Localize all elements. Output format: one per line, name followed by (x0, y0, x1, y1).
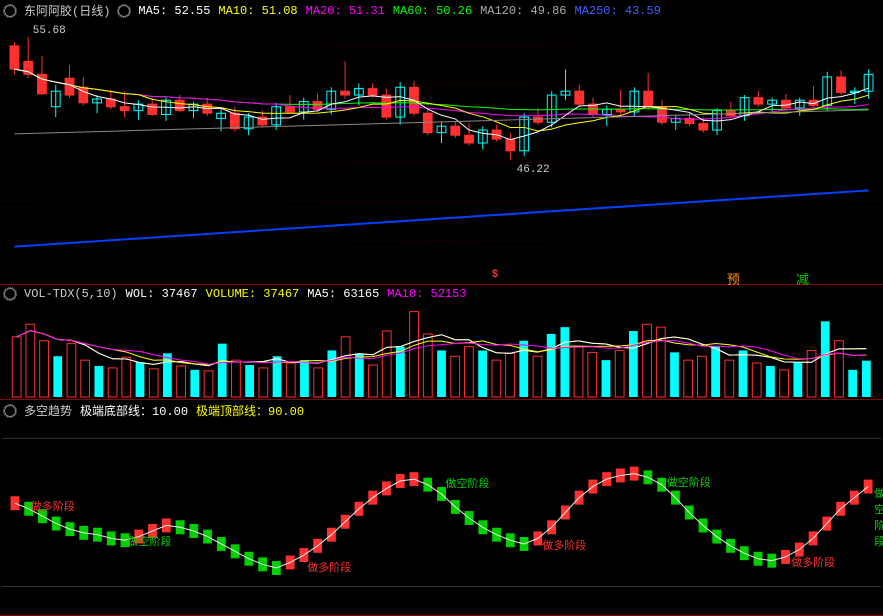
vol-ma5-label: MA5: 63165 (307, 287, 379, 301)
signal-flag: $ (492, 269, 499, 281)
vol-vol-label: VOLUME: 37467 (206, 287, 300, 301)
gear-icon[interactable] (118, 5, 130, 17)
volume-chart-panel[interactable]: VOL-TDX(5,10) WOL: 37467 VOLUME: 37467 MA5:… (0, 285, 883, 400)
ma250-label: MA250: 43.59 (575, 4, 661, 18)
vol-title: VOL-TDX(5,10) (24, 287, 118, 301)
low-annotation: 46.22 (517, 164, 550, 176)
trend-phase-label: 做空阶段 (667, 474, 711, 490)
gear-icon[interactable] (4, 405, 16, 417)
price-panel-header: 东阿阿胶(日线) MA5: 52.55 MA10: 51.08 MA20: 51.31… (4, 2, 661, 19)
trend-top-label: 极端顶部线：90.00 (196, 402, 304, 419)
trend-phase-label: 做空阶段 (874, 485, 883, 549)
high-annotation: 55.68 (33, 25, 66, 37)
price-title: 东阿阿胶(日线) (24, 2, 110, 19)
trend-phase-label: 做多阶段 (307, 559, 351, 575)
trend-phase-label: 做多阶段 (31, 498, 75, 514)
price-chart-panel[interactable]: 东阿阿胶(日线) MA5: 52.55 MA10: 51.08 MA20: 51.31… (0, 0, 883, 285)
trend-title: 多空趋势 (24, 402, 72, 419)
trend-bottom-label: 极端底部线：10.00 (80, 402, 188, 419)
ma120-label: MA120: 49.86 (480, 4, 566, 18)
ma20-label: MA20: 51.31 (306, 4, 385, 18)
trend-phase-label: 做多阶段 (542, 537, 586, 553)
vol-ma10-label: MA10: 52153 (387, 287, 466, 301)
gear-icon[interactable] (4, 5, 16, 17)
trend-panel-header: 多空趋势极端底部线：10.00 极端顶部线：90.00 (4, 402, 304, 419)
trend-phase-label: 做空阶段 (446, 475, 490, 491)
ma10-label: MA10: 51.08 (218, 4, 297, 18)
vol-wol-label: WOL: 37467 (126, 287, 198, 301)
trend-phase-label: 做空阶段 (128, 533, 172, 549)
ma5-label: MA5: 52.55 (138, 4, 210, 18)
trend-chart-panel[interactable]: 多空趋势极端底部线：10.00极端顶部线：90.00做多阶段做空阶段做多阶段做空… (0, 400, 883, 616)
trend-phase-label: 做多阶段 (791, 554, 835, 570)
ma60-label: MA60: 50.26 (393, 4, 472, 18)
volume-panel-header: VOL-TDX(5,10) WOL: 37467 VOLUME: 37467 MA5:… (4, 287, 467, 301)
gear-icon[interactable] (4, 288, 16, 300)
